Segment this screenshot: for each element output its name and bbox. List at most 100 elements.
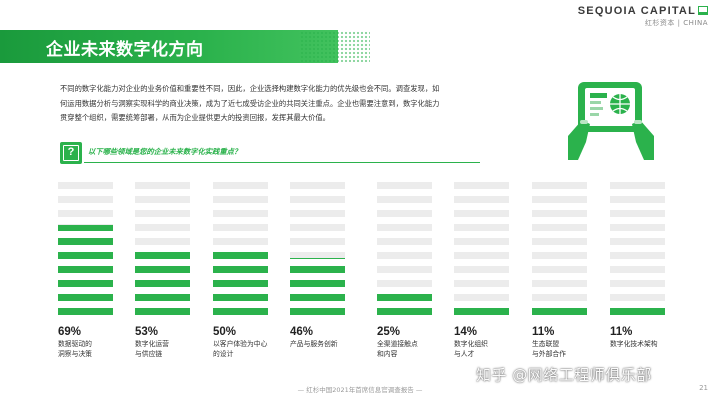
bar-value-label: 69%: [58, 326, 82, 338]
bar-fill-segment: [290, 294, 345, 301]
bar-column: [213, 182, 268, 322]
bar-track-segment: [610, 294, 665, 301]
bar-column: [290, 182, 345, 322]
bar-fill-segment: [135, 280, 190, 287]
category-label: 以客户体验为中心: [213, 340, 268, 348]
intro-line: 不同的数字化能力对企业的业务价值和重要性不同，因此，企业选择构建数字化能力的优先…: [60, 84, 440, 93]
bar-fill-segment: [213, 308, 268, 315]
question-text: 以下哪些领域是您的企业未来数字化实践重点？: [88, 147, 242, 156]
survey-question: ? 以下哪些领域是您的企业未来数字化实践重点？: [60, 142, 480, 166]
bar-track-segment: [454, 266, 509, 273]
bar-track-segment: [290, 252, 345, 259]
sequoia-logo: SEQUOIA CAPITAL 红杉资本 | CHINA: [578, 5, 708, 28]
bar-track-segment: [377, 182, 432, 189]
bar-track-segment: [290, 224, 345, 231]
bar-track-segment: [610, 280, 665, 287]
logo-wordmark: SEQUOIA CAPITAL: [578, 5, 708, 17]
bar-track-segment: [213, 182, 268, 189]
zhihu-watermark: 知乎 @网络工程师俱乐部: [476, 366, 652, 384]
intro-line: 何运用数据分析与洞察实现科学的商业决策，成为了近七成受访企业的共同关注重点。企业…: [60, 98, 440, 108]
bar-track-segment: [377, 210, 432, 217]
bar-fill-segment: [377, 308, 432, 315]
bar-fill-segment: [290, 257, 345, 259]
right-thumb: [634, 120, 642, 124]
bar-label: 11% 数字化技术架构: [610, 326, 690, 349]
bar-fill-segment: [213, 280, 268, 287]
logo-name-text: SEQUOIA CAPITAL: [577, 5, 696, 17]
bar-track-segment: [532, 266, 587, 273]
bar-track-segment: [377, 280, 432, 287]
bar-fill-segment: [290, 308, 345, 315]
page-title: 企业未来数字化方向: [46, 40, 204, 60]
bar-fill-segment: [290, 280, 345, 287]
bar-track-segment: [532, 210, 587, 217]
bar-fill-segment: [58, 294, 113, 301]
bar-track-segment: [135, 210, 190, 217]
bar-track-segment: [610, 210, 665, 217]
bar-track-segment: [610, 196, 665, 203]
bar-track-segment: [58, 210, 113, 217]
category-label: 数字化组织: [454, 340, 488, 348]
bar-fill-segment: [532, 308, 587, 315]
bar-track-segment: [454, 196, 509, 203]
bar-track-segment: [213, 224, 268, 231]
bar-track-segment: [135, 182, 190, 189]
bar-fill-segment: [213, 252, 268, 259]
bar-column: [58, 182, 113, 322]
bar-fill-segment: [213, 266, 268, 273]
bar-track-segment: [532, 182, 587, 189]
category-label: 数字化技术架构: [610, 340, 658, 348]
bar-track-segment: [532, 224, 587, 231]
bar-fill-segment: [377, 294, 432, 301]
bar-fill-segment: [135, 294, 190, 301]
category-label: 洞察与决策: [58, 350, 92, 358]
screen-line: [590, 101, 601, 104]
question-mark-glyph: ?: [63, 145, 79, 161]
bar-column: [377, 182, 432, 322]
category-label: 产品与服务创新: [290, 340, 338, 348]
bar-label: 50% 以客户体验为中心 的设计: [213, 326, 293, 359]
category-label: 和内容: [377, 350, 398, 358]
bar-column: [532, 182, 587, 322]
bar-fill-segment: [610, 308, 665, 315]
globe-grid: [610, 94, 630, 114]
bar-track-segment: [454, 182, 509, 189]
bar-value-label: 25%: [377, 326, 401, 338]
bar-track-segment: [213, 196, 268, 203]
sequoia-leaf-icon: [698, 6, 708, 15]
category-label: 全渠道接触点: [377, 340, 418, 348]
bar-fill-segment: [58, 280, 113, 287]
bar-label: 11% 生态联盟 与外部合作: [532, 326, 612, 359]
bar-track-segment: [532, 294, 587, 301]
bar-track-segment: [377, 266, 432, 273]
bar-track-segment: [454, 224, 509, 231]
bar-track-segment: [377, 252, 432, 259]
tablet-data-hands-icon: [568, 82, 654, 160]
bar-track-segment: [610, 238, 665, 245]
bar-label: 53% 数字化运营 与供应链: [135, 326, 215, 359]
bar-fill-segment: [454, 308, 509, 315]
bar-track-segment: [454, 280, 509, 287]
screen-line: [590, 107, 603, 110]
bar-track-segment: [454, 210, 509, 217]
bar-track-segment: [290, 182, 345, 189]
bar-label: 14% 数字化组织 与人才: [454, 326, 534, 359]
bar-track-segment: [610, 252, 665, 259]
bar-track-segment: [213, 238, 268, 245]
bar-track-segment: [377, 196, 432, 203]
bar-value-label: 14%: [454, 326, 478, 338]
bar-track-segment: [610, 266, 665, 273]
logo-subtitle: 红杉资本 | CHINA: [644, 19, 708, 27]
category-label: 的设计: [213, 350, 234, 358]
page-number: 21: [699, 384, 708, 392]
bar-track-segment: [213, 210, 268, 217]
bar-track-segment: [290, 210, 345, 217]
bar-track-segment: [58, 182, 113, 189]
bar-value-label: 46%: [290, 326, 314, 338]
bar-value-label: 11%: [532, 326, 555, 338]
right-hand: [632, 120, 654, 160]
bar-fill-segment: [58, 252, 113, 259]
bar-fill-segment: [58, 225, 113, 231]
bar-track-segment: [454, 252, 509, 259]
bar-fill-segment: [58, 266, 113, 273]
